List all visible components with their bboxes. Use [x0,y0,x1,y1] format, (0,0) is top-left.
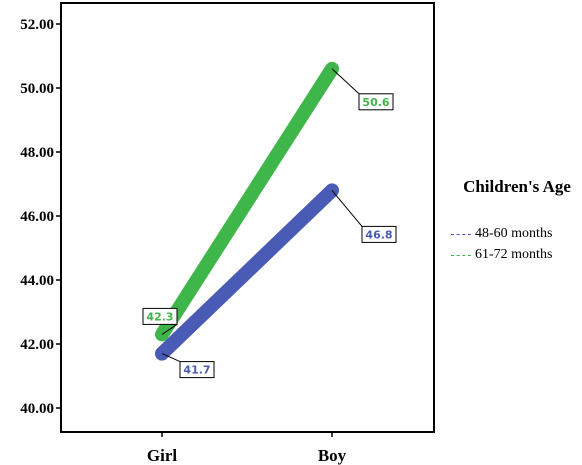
y-tick-label: 42.00 [20,337,54,353]
legend-item-48-60: 48-60 months [451,225,552,243]
data-label-leader [161,353,181,363]
series-line-61-72 [155,61,339,342]
legend-swatch-48-60 [451,233,471,235]
legend-swatch-61-72 [451,254,471,256]
series-lines [155,61,339,361]
y-tick-label: 44.00 [20,273,54,289]
y-tick-label: 50.00 [20,81,54,97]
data-label-leader [161,323,178,335]
data-label: 41.7 [183,364,210,377]
series-line-48-60 [155,183,339,361]
data-label: 46.8 [365,228,392,241]
data-label-box [179,361,215,379]
data-label: 42.3 [146,310,173,323]
data-label-leader [331,68,360,95]
legend-label-61-72: 61-72 months [475,247,553,262]
x-tick-label: Boy [318,446,347,465]
legend-item-61-72: 61-72 months [451,246,552,264]
y-tick-label: 40.00 [20,401,54,417]
data-label: 50.6 [362,96,389,109]
y-axis: 40.00 42.00 44.00 46.00 48.00 50.00 52.00 [20,17,61,417]
y-tick-label: 52.00 [20,17,54,33]
y-tick-label: 46.00 [20,209,54,225]
data-label-leader [331,190,363,227]
x-tick-label: Girl [147,446,177,465]
data-label-box [142,307,178,325]
legend-label-48-60: 48-60 months [475,226,553,241]
data-label-box [361,225,397,243]
data-label-box [358,93,394,111]
x-axis: Girl Boy [147,432,347,465]
legend-title: Children's Age [463,177,571,196]
data-labels: 41.7 46.8 42.3 50.6 [142,68,397,379]
plot-frame [60,2,435,433]
y-tick-label: 48.00 [20,145,54,161]
